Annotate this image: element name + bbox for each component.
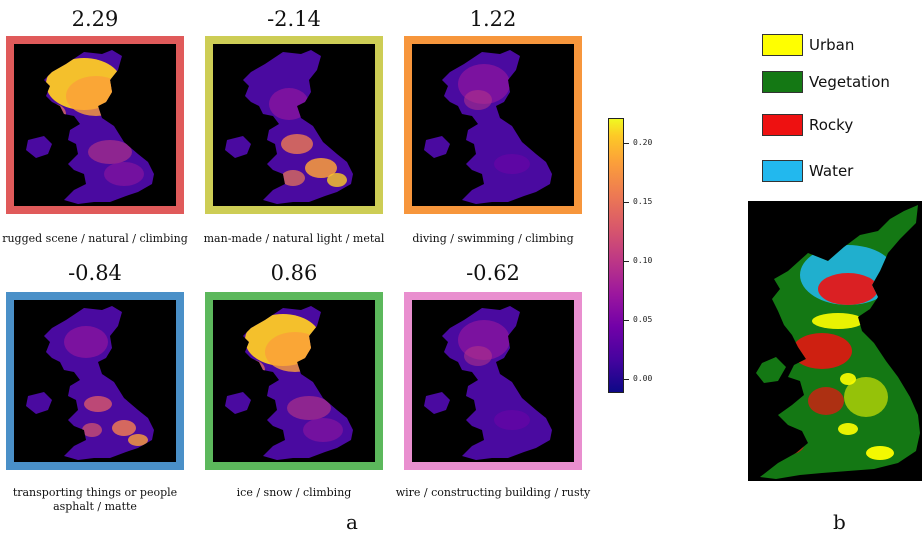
legend-label: Water xyxy=(809,162,854,180)
colorbar-tick-label: 0.05 xyxy=(633,315,653,324)
colorbar-tick-label: 0.10 xyxy=(633,256,653,265)
heatmap-wire xyxy=(404,292,582,470)
legend-label: Rocky xyxy=(809,116,854,134)
heat-spot xyxy=(104,162,144,186)
heat-spot xyxy=(42,104,66,124)
heat-spot xyxy=(241,360,265,380)
caption-line: wire / constructing building / rusty xyxy=(395,486,591,499)
colorbar-tick xyxy=(623,379,629,380)
heat-spot xyxy=(464,90,492,110)
map-score-4: -0.84 xyxy=(68,261,122,285)
panel-b-label: b xyxy=(833,510,846,534)
map-caption-6: wire / constructing building / rusty xyxy=(393,486,593,500)
map-score-6: -0.62 xyxy=(466,261,520,285)
heat-spot xyxy=(88,140,132,164)
caption-line: rugged scene / natural / climbing xyxy=(2,232,188,245)
heat-spot xyxy=(84,396,112,412)
legend-item-water: Water xyxy=(762,160,853,182)
legend-item-urban: Urban xyxy=(762,34,854,56)
colorbar-tick-label: 0.15 xyxy=(633,197,653,206)
caption-line: man-made / natural light / metal xyxy=(203,232,385,245)
heat-spot xyxy=(281,134,313,154)
heat-spot xyxy=(494,410,530,430)
heatmap-man-made xyxy=(205,36,383,214)
heat-spot xyxy=(269,88,309,120)
caption-line: transporting things or people xyxy=(12,486,178,499)
legend-swatch xyxy=(762,160,803,182)
heat-spot xyxy=(112,420,136,436)
map-caption-4: transporting things or people asphalt / … xyxy=(0,486,195,514)
heat-spot xyxy=(327,173,347,187)
legend-label: Vegetation xyxy=(809,73,890,91)
map-score-2: -2.14 xyxy=(267,7,321,31)
heatmap-ice-snow xyxy=(205,292,383,470)
heat-spot xyxy=(494,154,530,174)
heat-spot xyxy=(464,346,492,366)
legend-label: Urban xyxy=(809,36,855,54)
map-score-3: 1.22 xyxy=(469,7,517,31)
caption-line: diving / swimming / climbing xyxy=(412,232,574,245)
heatmap-rugged-scene xyxy=(6,36,184,214)
colorbar-tick xyxy=(623,320,629,321)
caption-line: ice / snow / climbing xyxy=(236,486,352,499)
legend-swatch xyxy=(762,34,803,56)
map-caption-2: man-made / natural light / metal xyxy=(194,232,394,246)
colorbar-tick-label: 0.20 xyxy=(633,138,653,147)
map-score-1: 2.29 xyxy=(71,7,119,31)
heat-spot xyxy=(265,332,325,372)
panel-a-label: a xyxy=(346,510,358,534)
map-caption-1: rugged scene / natural / climbing xyxy=(0,232,195,246)
map-caption-3: diving / swimming / climbing xyxy=(393,232,593,246)
map-score-5: 0.86 xyxy=(270,261,318,285)
legend-swatch xyxy=(762,114,803,136)
colorbar-tick xyxy=(623,143,629,144)
heat-spot xyxy=(287,396,331,420)
heatmap-transporting xyxy=(6,292,184,470)
heat-spot xyxy=(66,76,126,116)
map-caption-5: ice / snow / climbing xyxy=(194,486,394,500)
heat-spot xyxy=(305,158,337,178)
land-cover-map xyxy=(748,201,922,481)
legend-item-rocky: Rocky xyxy=(762,114,853,136)
heat-spot xyxy=(128,434,148,446)
heat-spot xyxy=(82,423,102,437)
legend-item-vegetation: Vegetation xyxy=(762,71,890,93)
caption-line: asphalt / matte xyxy=(53,500,137,513)
colorbar-tick xyxy=(623,202,629,203)
heatmap-diving xyxy=(404,36,582,214)
heat-spot xyxy=(303,418,343,442)
land-mask xyxy=(26,306,154,460)
legend-swatch xyxy=(762,71,803,93)
colorbar xyxy=(608,118,624,393)
colorbar-tick-label: 0.00 xyxy=(633,374,653,383)
colorbar-tick xyxy=(623,261,629,262)
heat-spot xyxy=(281,170,305,186)
heat-spot xyxy=(64,326,108,358)
